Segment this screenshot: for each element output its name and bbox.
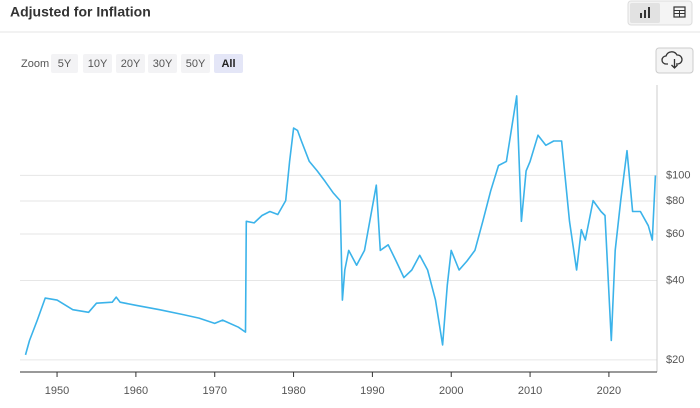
x-tick-label: 2000 (439, 385, 463, 397)
x-tick-label: 1960 (124, 385, 148, 397)
download-button[interactable] (655, 47, 694, 74)
zoom-option: 5Y (58, 58, 72, 70)
price-line (24, 95, 657, 356)
x-tick-label: 1970 (202, 385, 226, 397)
zoom-option: 30Y (153, 58, 173, 70)
zoom-label: Zoom (21, 58, 49, 70)
zoom-button[interactable] (148, 54, 177, 73)
y-tick-label: $40 (666, 274, 684, 286)
view-toggle (627, 0, 693, 26)
y-tick-label: $100 (666, 169, 690, 181)
y-tick-label: $20 (666, 354, 684, 366)
x-tick-label: 2010 (518, 385, 542, 397)
x-tick-label: 1980 (281, 385, 305, 397)
y-tick-label: $80 (666, 195, 684, 207)
x-tick-label: 1950 (45, 385, 69, 397)
y-tick-label: $60 (666, 228, 684, 240)
table-view-button[interactable] (673, 6, 686, 18)
zoom-option: All (221, 58, 235, 70)
chart-title: Adjusted for Inflation (10, 4, 151, 20)
zoom-bar: Zoom 5Y 10Y 20Y 30Y 50Y All (21, 54, 243, 73)
plot-area: $20 $40 $60 $80 $100 1950 1960 1970 1980 1990 2000… (20, 85, 690, 397)
zoom-option: 50Y (186, 58, 206, 70)
zoom-option: 20Y (121, 58, 141, 70)
zoom-button[interactable] (116, 54, 145, 73)
x-tick-label: 2020 (597, 385, 621, 397)
zoom-button[interactable] (83, 54, 112, 73)
zoom-option: 10Y (88, 58, 108, 70)
zoom-button[interactable] (51, 54, 78, 73)
zoom-button[interactable] (214, 54, 243, 73)
zoom-button[interactable] (181, 54, 210, 73)
x-tick-label: 1990 (360, 385, 384, 397)
